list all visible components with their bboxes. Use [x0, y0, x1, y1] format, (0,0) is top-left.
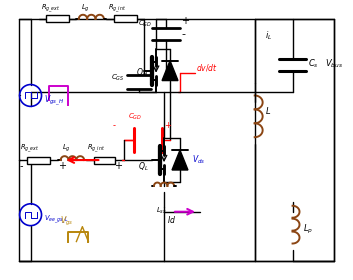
Text: $R_{g\_int}$: $R_{g\_int}$: [87, 143, 106, 155]
Bar: [114, 15, 137, 22]
Text: $C_s$: $C_s$: [309, 58, 319, 70]
Text: $L_g$: $L_g$: [62, 143, 71, 154]
Text: $L_{ss}$: $L_{ss}$: [156, 206, 167, 216]
Text: $V_{gs\_H}$: $V_{gs\_H}$: [43, 93, 64, 108]
Text: $C_{GD}$: $C_{GD}$: [138, 19, 152, 29]
Text: $V_{ee\_gs\_L}$: $V_{ee\_gs\_L}$: [43, 214, 68, 226]
Polygon shape: [162, 61, 178, 81]
Text: $R_{g\_int}$: $R_{g\_int}$: [108, 3, 126, 15]
Text: $L_g$: $L_g$: [82, 3, 90, 14]
Text: $V_{ds}$: $V_{ds}$: [192, 154, 205, 166]
Text: $i_L$: $i_L$: [265, 30, 272, 42]
Text: +: +: [59, 161, 66, 171]
Text: $R_{g\_ext}$: $R_{g\_ext}$: [41, 3, 60, 15]
Text: -: -: [181, 29, 185, 39]
Text: $L_p$: $L_p$: [303, 223, 313, 236]
Text: $V_{bus}$: $V_{bus}$: [325, 58, 343, 70]
Text: $R_{g\_ext}$: $R_{g\_ext}$: [20, 143, 39, 155]
Text: $Q_H$: $Q_H$: [136, 67, 148, 79]
Text: -: -: [20, 161, 23, 171]
Text: $dv/dt$: $dv/dt$: [196, 62, 218, 73]
Bar: [46, 15, 69, 22]
Text: $Q_L$: $Q_L$: [138, 161, 149, 174]
Text: $C_{GD}$: $C_{GD}$: [128, 111, 142, 122]
Text: $V_{gs}$: $V_{gs}$: [60, 215, 74, 228]
Text: +: +: [114, 161, 122, 171]
Text: $L$: $L$: [265, 105, 271, 116]
Bar: [94, 157, 115, 164]
Bar: [26, 157, 50, 164]
Text: +: +: [181, 16, 189, 26]
Text: -: -: [112, 121, 115, 130]
Text: $C_{GS}$: $C_{GS}$: [111, 73, 125, 83]
Polygon shape: [172, 150, 188, 170]
Text: $Id$: $Id$: [167, 214, 176, 225]
Text: +: +: [164, 121, 171, 130]
